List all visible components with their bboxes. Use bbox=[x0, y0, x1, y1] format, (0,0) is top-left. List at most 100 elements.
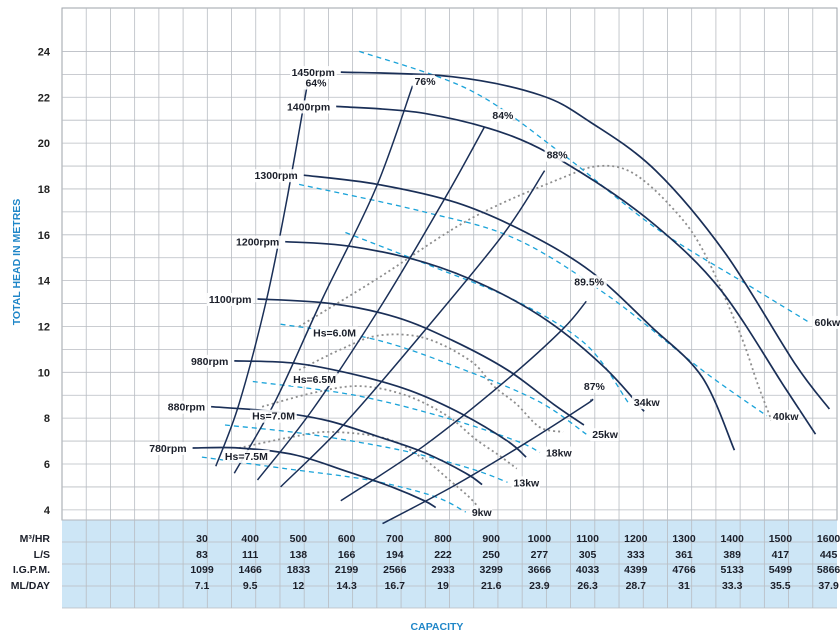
curve-label-bg bbox=[166, 400, 208, 414]
series-line-npsh-hs75m bbox=[238, 430, 486, 515]
capacity-cell: 23.9 bbox=[529, 580, 550, 592]
x-axis-title: CAPACITY bbox=[411, 621, 464, 633]
curve-label-1450rpm: 1450rpm bbox=[292, 67, 335, 79]
capacity-cell: 111 bbox=[242, 549, 259, 561]
curve-label-bg bbox=[590, 428, 619, 442]
capacity-table: M³/HR L/S I.G.P.M. ML/DAY 30 83 1099 7.1 400 111 1… bbox=[11, 533, 840, 592]
capacity-cell: 12 bbox=[293, 580, 305, 592]
capacity-cell: 21.6 bbox=[481, 580, 502, 592]
curve-label-88: 88% bbox=[547, 150, 569, 162]
curve-label-bg bbox=[222, 449, 270, 463]
y-tick-label: 24 bbox=[38, 46, 51, 58]
capacity-cell: 3299 bbox=[480, 564, 504, 576]
curve-label-bg bbox=[148, 441, 189, 455]
y-axis-title: TOTAL HEAD IN METRES bbox=[11, 199, 23, 326]
series-line-efficiency-88 bbox=[280, 170, 546, 488]
series-line-efficiency-64 bbox=[215, 83, 309, 467]
curve-label-25kw: 25kw bbox=[592, 429, 619, 441]
curve-label-bg bbox=[581, 379, 605, 393]
curve-label-hs60m: Hs=6.0M bbox=[313, 327, 356, 339]
curve-label-60kw: 60kw bbox=[815, 317, 840, 329]
capacity-cell: 305 bbox=[579, 549, 597, 561]
capacity-cell: 1500 bbox=[769, 533, 793, 545]
capacity-cell: 4399 bbox=[624, 564, 648, 576]
capacity-cell: 222 bbox=[434, 549, 452, 561]
capacity-cell: 333 bbox=[627, 549, 645, 561]
y-tick-label: 20 bbox=[38, 138, 50, 150]
capacity-cell: 417 bbox=[772, 549, 790, 561]
series-line-speed-1200rpm bbox=[285, 240, 645, 412]
series-line-power-18kw bbox=[252, 380, 541, 454]
series-line-power-25kw bbox=[280, 323, 587, 435]
curve-label-64: 64% bbox=[305, 78, 327, 90]
capacity-cell: 389 bbox=[723, 549, 741, 561]
capacity-cell: 30 bbox=[196, 533, 208, 545]
y-tick-label: 8 bbox=[44, 413, 50, 425]
capacity-cell: 1466 bbox=[239, 564, 263, 576]
capacity-cell: 361 bbox=[675, 549, 693, 561]
curve-label-hs75m: Hs=7.5M bbox=[225, 451, 268, 463]
series-line-speed-780rpm bbox=[192, 446, 437, 509]
capacity-cell: 277 bbox=[531, 549, 549, 561]
capacity-cell: 83 bbox=[196, 549, 208, 561]
curve-label-bg bbox=[311, 326, 358, 340]
curve-label-bg bbox=[189, 354, 231, 368]
y-axis-ticks: 4 6 8 10 12 14 16 18 20 22 24 bbox=[38, 46, 51, 516]
series-line-efficiency-84 bbox=[256, 126, 486, 481]
capacity-cell: 4766 bbox=[672, 564, 696, 576]
y-tick-label: 18 bbox=[38, 184, 50, 196]
curve-label-895: 89.5% bbox=[574, 276, 604, 288]
curve-label-bg bbox=[631, 396, 661, 410]
curve-labels: 1450rpm 1400rpm 1300rpm 1200rpm 1100rpm 980rp… bbox=[148, 66, 840, 519]
capacity-cell: 5866 bbox=[817, 564, 840, 576]
capacity-cell: 500 bbox=[290, 533, 308, 545]
series-line-power-13kw bbox=[224, 424, 508, 483]
series-line-speed-1300rpm bbox=[303, 174, 736, 451]
curves bbox=[192, 50, 831, 525]
y-tick-label: 10 bbox=[38, 367, 50, 379]
capacity-cell: 2933 bbox=[431, 564, 455, 576]
series-line-npsh-hs70m bbox=[261, 385, 518, 470]
curve-label-bg bbox=[290, 66, 337, 80]
capacity-cell: 31 bbox=[678, 580, 690, 592]
capacity-cell: 2199 bbox=[335, 564, 359, 576]
curve-label-1400rpm: 1400rpm bbox=[287, 101, 330, 113]
series-line-power-40kw bbox=[298, 183, 768, 417]
curve-label-bg bbox=[511, 476, 540, 490]
capacity-cell: 800 bbox=[434, 533, 452, 545]
curve-label-1100rpm: 1100rpm bbox=[209, 294, 252, 306]
curve-label-980rpm: 980rpm bbox=[191, 356, 228, 368]
curve-label-9kw: 9kw bbox=[472, 507, 493, 519]
capacity-cell: 35.5 bbox=[770, 580, 791, 592]
series-line-speed-980rpm bbox=[234, 360, 527, 458]
curve-label-1200rpm: 1200rpm bbox=[236, 237, 279, 249]
capacity-cell: 5499 bbox=[769, 564, 793, 576]
y-tick-label: 14 bbox=[38, 276, 51, 288]
curve-label-bg bbox=[544, 148, 567, 162]
curve-label-87: 87% bbox=[584, 381, 606, 393]
capacity-cell: 4033 bbox=[576, 564, 600, 576]
capacity-cell: 1000 bbox=[528, 533, 552, 545]
capacity-row-label: I.G.P.M. bbox=[13, 564, 50, 576]
capacity-cell: 1833 bbox=[287, 564, 311, 576]
curve-label-bg bbox=[412, 74, 435, 88]
series-line-speed-1400rpm bbox=[336, 105, 817, 435]
y-tick-label: 16 bbox=[38, 230, 50, 242]
y-tick-label: 6 bbox=[44, 459, 50, 471]
capacity-cell: 700 bbox=[386, 533, 404, 545]
curve-label-84: 84% bbox=[492, 110, 514, 122]
curve-label-bg bbox=[250, 409, 297, 423]
y-tick-label: 12 bbox=[38, 321, 50, 333]
capacity-cell: 1099 bbox=[190, 564, 214, 576]
capacity-cell: 5133 bbox=[721, 564, 745, 576]
curve-label-34kw: 34kw bbox=[634, 397, 661, 409]
series-line-speed-1100rpm bbox=[257, 298, 585, 426]
curve-label-bg bbox=[206, 292, 254, 306]
curve-label-18kw: 18kw bbox=[546, 448, 573, 460]
y-tick-label: 22 bbox=[38, 92, 50, 104]
curve-label-hs65m: Hs=6.5M bbox=[293, 374, 336, 386]
y-tick-label: 4 bbox=[44, 505, 51, 517]
capacity-cell: 400 bbox=[241, 533, 259, 545]
capacity-cell: 1200 bbox=[624, 533, 648, 545]
capacity-cell: 28.7 bbox=[626, 580, 647, 592]
